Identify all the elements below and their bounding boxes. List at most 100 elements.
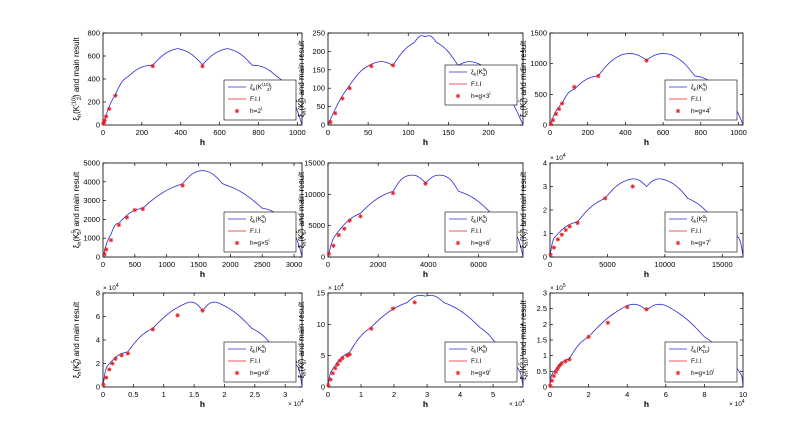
marker-stroke [331, 243, 336, 248]
legend-symbol: ξ [250, 216, 253, 223]
marker-stroke [553, 370, 558, 374]
legend-ksup: 5 [262, 344, 265, 349]
data-point-marker [150, 63, 155, 69]
marker-stroke [200, 64, 205, 69]
marker-stroke [125, 351, 130, 356]
y-axis-label: ξh(K510) and main result [519, 300, 531, 380]
x-exponent-label: × 104 [288, 399, 304, 408]
legend-k: K [479, 346, 484, 353]
marker-stroke [336, 233, 341, 237]
marker-stroke [102, 118, 107, 123]
legend-k: K [699, 346, 704, 353]
y-label-paren: ) [519, 228, 528, 231]
legend-symbol: ξ [691, 84, 694, 91]
y-tick-label: 2000 [83, 215, 100, 224]
data-point-marker [103, 114, 109, 119]
y-label-rest: and main result [519, 171, 528, 229]
data-point-marker [113, 356, 118, 361]
y-label-paren: ( [297, 239, 306, 242]
y-label-sub: h [524, 111, 530, 114]
legend-ksup: 5 [483, 214, 486, 219]
data-point-marker [390, 190, 396, 196]
marker-stroke [235, 109, 239, 113]
y-tick-label: 15000 [304, 159, 325, 168]
legend-label: h=g×3l [471, 91, 490, 100]
marker-stroke [456, 241, 460, 245]
x-tick-label: 2 [587, 390, 591, 399]
marker-stroke [644, 307, 649, 312]
y-label-paren: ( [519, 370, 528, 373]
x-exponent-label: × 104 [729, 399, 745, 408]
y-tick-label: 0 [321, 121, 325, 130]
legend-k: K [699, 84, 704, 91]
legend-paren: ) [485, 69, 487, 76]
marker-stroke [548, 252, 553, 257]
legend-text: h=g×8 [250, 370, 269, 377]
y-label-ksup: 5 [72, 360, 78, 363]
data-point-marker [347, 352, 352, 357]
y-exponent-label: × 105 [550, 283, 566, 292]
y-label-ksub: 7 [524, 231, 530, 234]
y-label-ksup: 5 [519, 362, 525, 365]
data-point-marker [644, 58, 649, 63]
legend-ksup: 5 [703, 344, 706, 349]
legend-label: ξh(K5 6) [471, 214, 487, 224]
legend-ksup: (10) [262, 82, 271, 87]
marker-stroke [391, 63, 395, 68]
marker-stroke [548, 122, 553, 126]
data-point-marker [340, 96, 345, 101]
legend-label: ξh(K5 4) [691, 82, 707, 92]
marker-stroke [101, 382, 106, 387]
legend-text: F.I.I [471, 358, 482, 365]
y-label-rest: and main result [72, 171, 81, 229]
legend-text: h=g×10 [691, 370, 713, 377]
y-label-paren: ) [297, 358, 306, 361]
legend-paren: ( [696, 346, 699, 353]
y-label-k: K [72, 363, 81, 369]
marker-stroke [340, 96, 345, 101]
legend-sup: l [268, 238, 269, 243]
y-tick-label: 4 [96, 336, 100, 345]
y-label-paren: ( [72, 111, 81, 114]
y-label-k: K [297, 102, 306, 108]
y-label-rest: and main result [297, 171, 306, 229]
y-tick-label: 1500 [530, 29, 547, 38]
marker-stroke [107, 107, 112, 111]
legend-paren: ( [255, 216, 258, 223]
legend-sub: h [694, 219, 697, 224]
legend: ξh(K5 4)F.I.Ih=g×4l [664, 79, 738, 121]
y-axis-label: ξh(K55) and main result [72, 171, 84, 248]
data-point-marker [347, 85, 352, 91]
legend-ksub: 5 [261, 219, 264, 224]
data-point-marker [423, 181, 428, 186]
y-tick-label: 3 [543, 182, 547, 191]
legend-sub: h [474, 349, 477, 354]
data-point-marker [644, 307, 649, 312]
y-label-ksup: (10) [72, 96, 78, 106]
marker-stroke [572, 85, 577, 89]
y-label-ksup: 5 [519, 99, 525, 102]
x-tick-label: 0 [101, 260, 105, 269]
marker-stroke [347, 352, 352, 357]
data-point-marker [605, 320, 611, 325]
y-tick-label: 10 [317, 320, 325, 329]
legend-k: K [479, 69, 484, 76]
data-point-marker [559, 101, 565, 106]
x-tick-label: 1 [359, 390, 363, 399]
legend-symbol: ξ [250, 346, 253, 353]
legend: ξh(K5 3)F.I.Ih=g×3l [444, 64, 518, 106]
data-point-marker [571, 84, 577, 90]
legend-ksub: 9 [482, 349, 485, 354]
y-label-rest: and main result [519, 40, 528, 98]
marker-stroke [552, 245, 556, 250]
marker-stroke [554, 112, 558, 116]
y-label-k: K [72, 105, 81, 111]
y-tick-label: 0 [543, 253, 547, 262]
data-point-marker [125, 351, 131, 356]
legend-sup: l [489, 368, 490, 373]
y-label-sub: h [302, 242, 308, 245]
marker-stroke [180, 183, 185, 188]
data-point-marker [102, 251, 107, 257]
y-tick-label: 1 [543, 351, 547, 360]
